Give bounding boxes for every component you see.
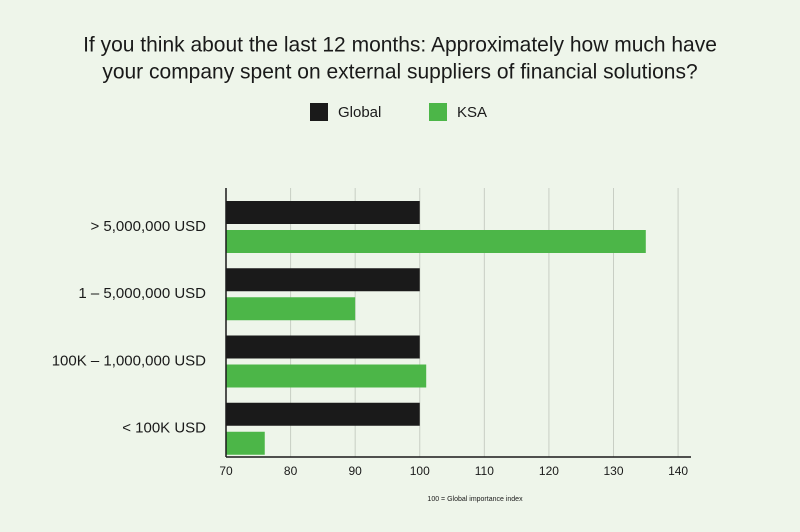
y-tick-label: > 5,000,000 USD [91,218,207,235]
bar [226,268,420,292]
x-tick-label: 80 [284,464,298,478]
x-tick-label: 100 [410,464,430,478]
legend-label: KSA [457,104,487,121]
y-tick-label: 100K – 1,000,000 USD [52,352,206,369]
bar [226,364,427,388]
bar [226,230,646,253]
x-tick-label: 130 [603,464,623,478]
chart-title: your company spent on external suppliers… [102,61,697,84]
x-tick-label: 90 [348,464,362,478]
bar [226,402,420,426]
chart-title: If you think about the last 12 months: A… [83,34,717,57]
x-tick-label: 110 [475,464,494,478]
bar [226,335,420,359]
bar [226,201,420,224]
y-tick-label: 1 – 5,000,000 USD [78,285,206,302]
axis-note: 100 = Global importance index [427,496,523,503]
y-tick-label: < 100K USD [122,420,206,437]
legend-label: Global [338,104,381,121]
x-tick-label: 140 [668,464,688,478]
legend-swatch [429,103,447,121]
x-tick-label: 70 [219,464,233,478]
legend-swatch [310,103,328,121]
bar [226,431,265,455]
bar [226,297,356,321]
x-tick-label: 120 [539,464,559,478]
